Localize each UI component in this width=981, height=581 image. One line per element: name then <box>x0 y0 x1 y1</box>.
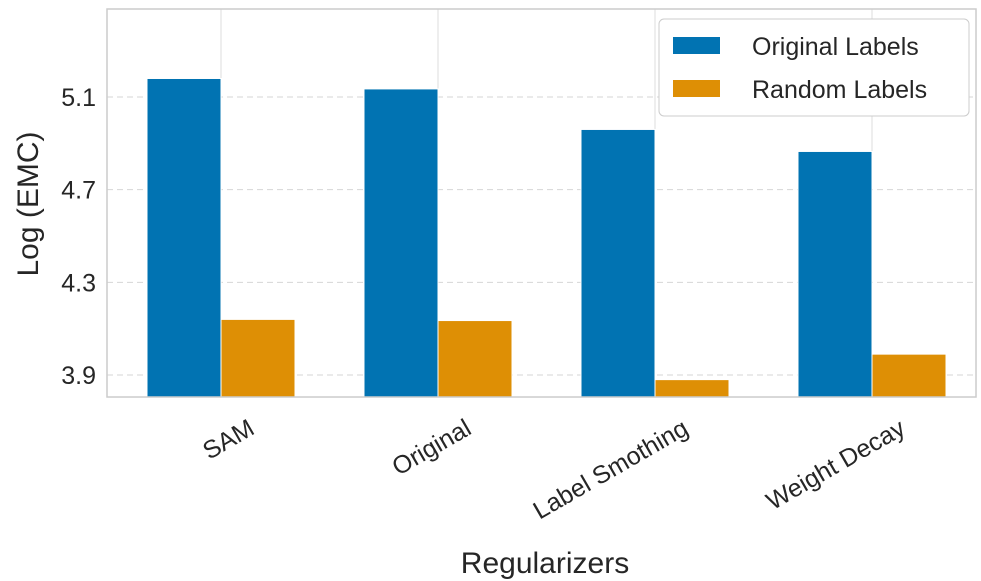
y-tick-label: 3.9 <box>61 362 96 390</box>
legend-swatch-random-labels <box>673 80 720 97</box>
bar-original-labels <box>797 150 873 398</box>
x-tick-labels: SAM Original Label Smothing Weight Decay <box>198 414 910 525</box>
y-tick-label: 4.3 <box>61 269 96 297</box>
bar-random-labels <box>437 320 513 398</box>
axes-frame <box>106 8 977 398</box>
legend-swatch-original-labels <box>673 37 720 54</box>
bar-random-labels <box>871 353 947 398</box>
x-axis-title: Regularizers <box>461 547 629 580</box>
bar-original-labels <box>580 128 656 398</box>
bar-original-labels <box>146 77 222 398</box>
bar-random-labels <box>220 318 296 398</box>
x-tick-label: Original <box>387 414 476 481</box>
x-tick-label: Weight Decay <box>762 414 911 516</box>
y-axis-title: Log (EMC) <box>12 131 45 276</box>
y-tick-label: 4.7 <box>61 177 96 205</box>
legend-label-original-labels: Original Labels <box>752 33 919 61</box>
y-tick-labels: 3.9 4.3 4.7 5.1 <box>61 84 96 390</box>
legend-box <box>658 18 970 117</box>
plot-frame <box>106 8 977 398</box>
x-tick-label: Label Smothing <box>529 414 693 525</box>
legend-label-random-labels: Random Labels <box>752 76 927 104</box>
bars <box>146 77 947 398</box>
y-tick-label: 5.1 <box>61 84 96 112</box>
bar-random-labels <box>654 379 730 398</box>
x-tick-label: SAM <box>198 414 259 465</box>
legend: Original Labels Random Labels <box>658 18 970 117</box>
bar-original-labels <box>363 88 439 398</box>
